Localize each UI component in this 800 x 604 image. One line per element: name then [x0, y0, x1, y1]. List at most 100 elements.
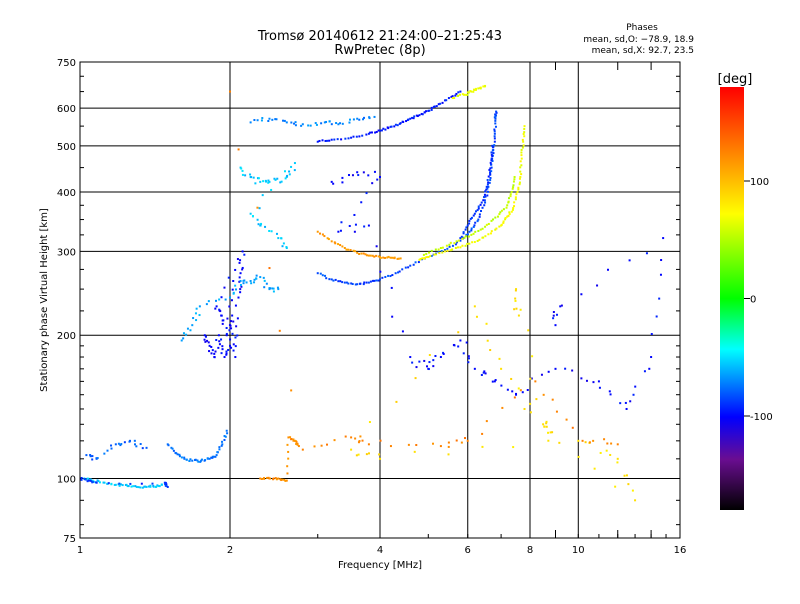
- data-point: [271, 287, 274, 290]
- data-point: [479, 203, 482, 206]
- data-point: [180, 339, 183, 342]
- data-point: [634, 385, 637, 388]
- data-point: [350, 448, 353, 451]
- data-point: [381, 276, 384, 279]
- data-point: [350, 136, 353, 139]
- data-point: [489, 171, 492, 174]
- data-point: [545, 420, 548, 423]
- data-point: [552, 317, 555, 320]
- data-point: [365, 281, 368, 284]
- data-point: [237, 148, 240, 151]
- data-point: [277, 288, 280, 291]
- data-point: [220, 314, 223, 317]
- data-point: [353, 230, 356, 233]
- data-point: [241, 250, 244, 253]
- data-point: [309, 124, 312, 127]
- data-point: [514, 289, 517, 292]
- data-point: [379, 270, 382, 273]
- data-point: [412, 263, 415, 266]
- data-point: [273, 177, 276, 180]
- data-point: [476, 239, 479, 242]
- data-point: [276, 177, 279, 180]
- data-point: [520, 173, 523, 176]
- data-point: [489, 349, 492, 352]
- data-point: [513, 178, 516, 181]
- data-point: [95, 457, 98, 460]
- data-point: [507, 197, 510, 200]
- data-point: [289, 436, 292, 439]
- data-point: [438, 252, 441, 255]
- data-point: [257, 177, 260, 180]
- data-point: [95, 481, 98, 484]
- data-point: [564, 367, 567, 370]
- data-point: [465, 341, 468, 344]
- data-point: [96, 457, 99, 460]
- data-point: [407, 118, 410, 121]
- data-point: [348, 121, 351, 124]
- data-point: [239, 291, 242, 294]
- data-point: [152, 484, 155, 487]
- data-point: [437, 248, 440, 251]
- data-point: [496, 215, 499, 218]
- data-point: [518, 177, 521, 180]
- data-point: [606, 268, 609, 271]
- data-point: [286, 465, 289, 468]
- data-point: [339, 280, 342, 283]
- data-point: [468, 242, 471, 245]
- data-point: [189, 458, 192, 461]
- data-point: [200, 458, 203, 461]
- data-point: [238, 261, 241, 264]
- data-point: [457, 239, 460, 242]
- data-point: [280, 237, 283, 240]
- data-point: [356, 171, 359, 174]
- data-point: [464, 93, 467, 96]
- data-point: [80, 478, 83, 481]
- data-point: [468, 219, 471, 222]
- data-point: [429, 254, 432, 257]
- data-point: [361, 134, 364, 137]
- data-point: [290, 438, 293, 441]
- data-point: [260, 222, 263, 225]
- data-point: [327, 238, 330, 241]
- data-point: [593, 467, 596, 470]
- data-point: [387, 127, 390, 130]
- data-point: [344, 137, 347, 140]
- data-point: [495, 111, 498, 114]
- data-point: [484, 225, 487, 228]
- data-point: [212, 455, 215, 458]
- colorbar-ticks: 100 0 -100: [744, 177, 773, 423]
- data-point: [231, 288, 234, 291]
- data-point: [459, 90, 462, 93]
- data-point: [348, 118, 351, 121]
- data-point: [198, 305, 201, 308]
- data-point: [494, 228, 497, 231]
- data-point: [326, 139, 329, 142]
- data-point: [272, 477, 275, 480]
- y-tick-label: 750: [57, 58, 76, 69]
- data-point: [459, 93, 462, 96]
- data-point: [373, 279, 376, 282]
- data-point: [494, 122, 497, 125]
- data-point: [391, 256, 394, 259]
- data-point: [515, 393, 518, 396]
- data-point: [513, 201, 516, 204]
- data-point: [650, 333, 653, 336]
- data-point: [348, 224, 351, 227]
- data-point: [490, 159, 493, 162]
- data-point: [320, 122, 323, 125]
- data-point: [529, 402, 532, 405]
- data-point: [519, 308, 522, 311]
- data-point: [204, 335, 207, 338]
- data-point: [110, 483, 113, 486]
- data-point: [283, 170, 286, 173]
- data-point: [350, 436, 353, 439]
- x-tick-label: 1: [77, 545, 83, 556]
- data-point: [445, 244, 448, 247]
- data-point: [495, 227, 498, 230]
- data-point: [481, 445, 484, 448]
- data-point: [476, 209, 479, 212]
- data-point: [470, 233, 473, 236]
- data-point: [175, 452, 178, 455]
- data-point: [397, 271, 400, 274]
- data-point: [328, 120, 331, 123]
